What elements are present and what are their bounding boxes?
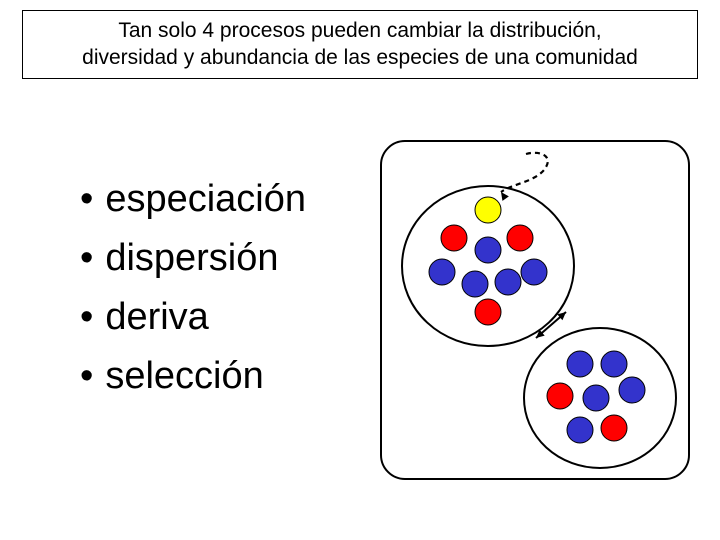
community-diagram [380,140,690,480]
title-line2: diversidad y abundancia de las especies … [82,46,638,69]
list-item: • dispersión [80,229,306,288]
list-item: • deriva [80,288,306,347]
title-line1: Tan solo 4 procesos pueden cambiar la di… [118,19,601,42]
bullet-icon: • [80,229,93,288]
bullet-icon: • [80,170,93,229]
bullet-label: deriva [105,288,209,347]
title-box: Tan solo 4 procesos pueden cambiar la di… [22,10,698,79]
list-item: • selección [80,347,306,406]
bullet-label: selección [105,347,263,406]
bullet-list: • especiación • dispersión • deriva • se… [80,170,306,406]
list-item: • especiación [80,170,306,229]
bullet-label: dispersión [105,229,278,288]
bullet-label: especiación [105,170,306,229]
bullet-icon: • [80,288,93,347]
bullet-icon: • [80,347,93,406]
